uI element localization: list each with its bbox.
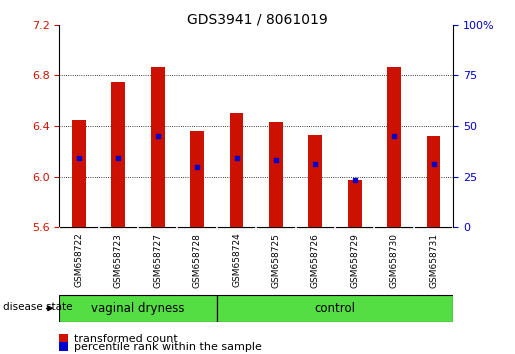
Text: GSM658724: GSM658724 (232, 233, 241, 287)
Bar (348, 181, 362, 227)
Bar (387, 67, 401, 227)
FancyBboxPatch shape (59, 295, 217, 322)
Text: GSM658731: GSM658731 (429, 233, 438, 288)
Bar (111, 82, 125, 227)
Bar (230, 113, 244, 227)
Bar (308, 135, 322, 227)
Text: GSM658725: GSM658725 (271, 233, 280, 287)
Bar (151, 67, 165, 227)
Text: GDS3941 / 8061019: GDS3941 / 8061019 (187, 12, 328, 27)
Text: control: control (315, 302, 355, 315)
Text: disease state: disease state (3, 302, 72, 312)
Text: GSM658728: GSM658728 (193, 233, 201, 287)
Text: vaginal dryness: vaginal dryness (91, 302, 185, 315)
Text: GSM658727: GSM658727 (153, 233, 162, 287)
Text: GSM658726: GSM658726 (311, 233, 320, 287)
Text: GSM658723: GSM658723 (114, 233, 123, 287)
Bar (190, 131, 204, 227)
Bar (426, 136, 440, 227)
FancyBboxPatch shape (217, 295, 453, 322)
Text: GSM658722: GSM658722 (75, 233, 83, 287)
Bar (269, 122, 283, 227)
Text: GSM658730: GSM658730 (390, 233, 399, 288)
Text: transformed count: transformed count (74, 334, 177, 344)
Text: GSM658729: GSM658729 (350, 233, 359, 287)
Text: percentile rank within the sample: percentile rank within the sample (74, 342, 262, 352)
Bar (72, 120, 86, 227)
